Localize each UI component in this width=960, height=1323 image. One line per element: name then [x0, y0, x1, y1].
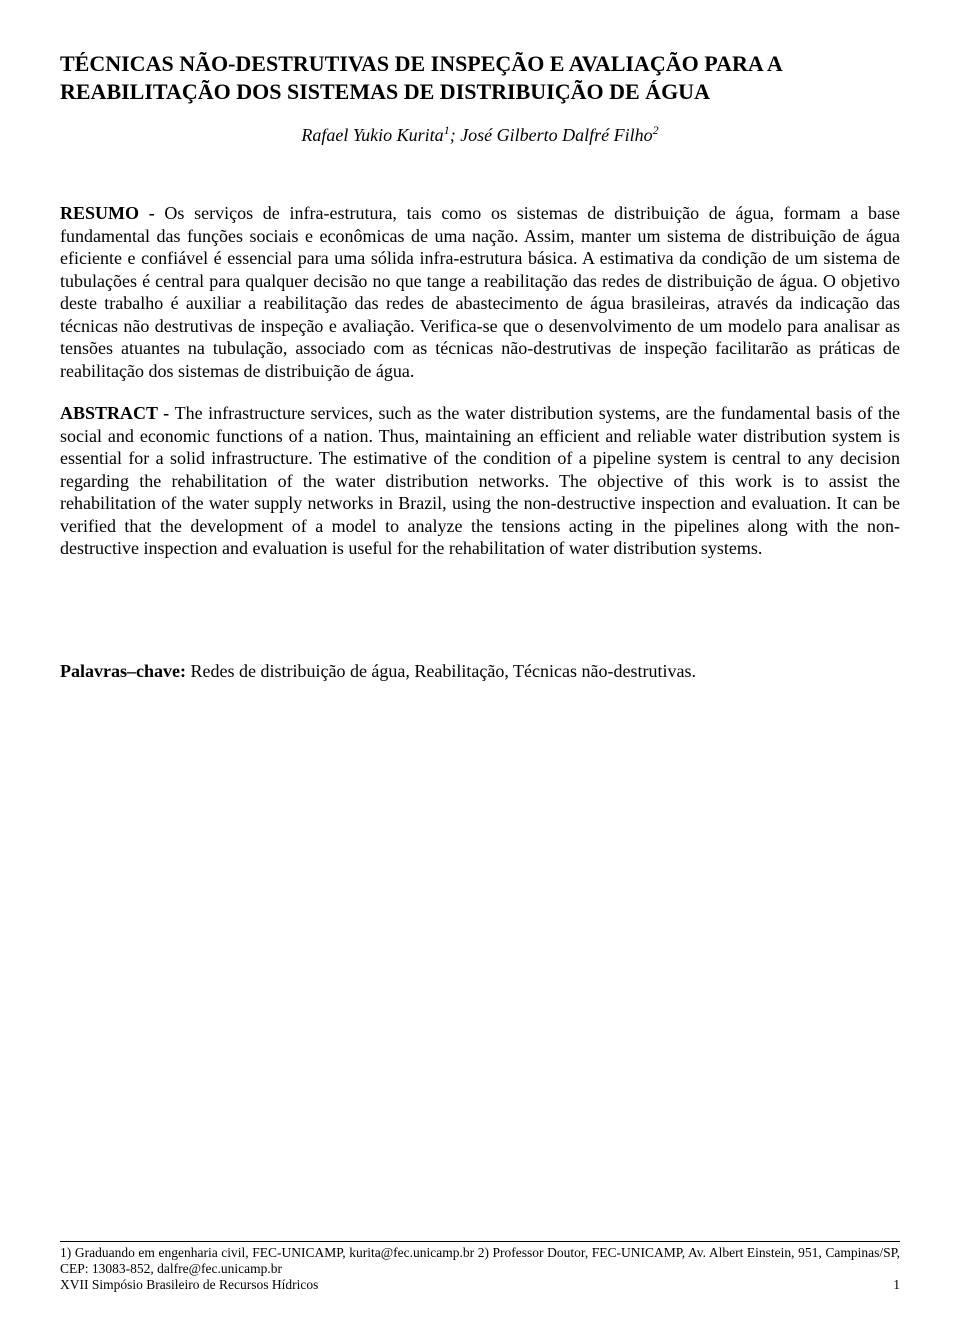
- author-1-name: Rafael Yukio Kurita: [301, 125, 443, 145]
- paper-title: TÉCNICAS NÃO-DESTRUTIVAS DE INSPEÇÃO E A…: [60, 50, 900, 105]
- flex-spacer: [60, 702, 900, 1241]
- footer-page-number: 1: [893, 1277, 900, 1293]
- author-2-name: José Gilberto Dalfré Filho: [460, 125, 652, 145]
- resumo-label: RESUMO -: [60, 203, 164, 223]
- author-separator: ;: [450, 125, 461, 145]
- abstract-text: The infrastructure services, such as the…: [60, 403, 900, 558]
- keywords-text: Redes de distribuição de água, Reabilita…: [190, 661, 696, 681]
- vertical-gap: [60, 580, 900, 660]
- author-2-sup: 2: [653, 123, 659, 137]
- keywords-label: Palavras–chave:: [60, 661, 190, 681]
- footnote-text: 1) Graduando em engenharia civil, FEC-UN…: [60, 1245, 900, 1277]
- keywords-paragraph: Palavras–chave: Redes de distribuição de…: [60, 660, 900, 683]
- abstract-paragraph: ABSTRACT - The infrastructure services, …: [60, 402, 900, 560]
- footnote-separator: [60, 1241, 900, 1242]
- abstract-label: ABSTRACT -: [60, 403, 175, 423]
- paper-authors: Rafael Yukio Kurita1; José Gilberto Dalf…: [60, 123, 900, 146]
- resumo-text: Os serviços de infra-estrutura, tais com…: [60, 203, 900, 381]
- footer-conference: XVII Simpósio Brasileiro de Recursos Híd…: [60, 1277, 318, 1293]
- resumo-paragraph: RESUMO - Os serviços de infra-estrutura,…: [60, 202, 900, 382]
- page: TÉCNICAS NÃO-DESTRUTIVAS DE INSPEÇÃO E A…: [0, 0, 960, 1323]
- page-footer: XVII Simpósio Brasileiro de Recursos Híd…: [60, 1277, 900, 1293]
